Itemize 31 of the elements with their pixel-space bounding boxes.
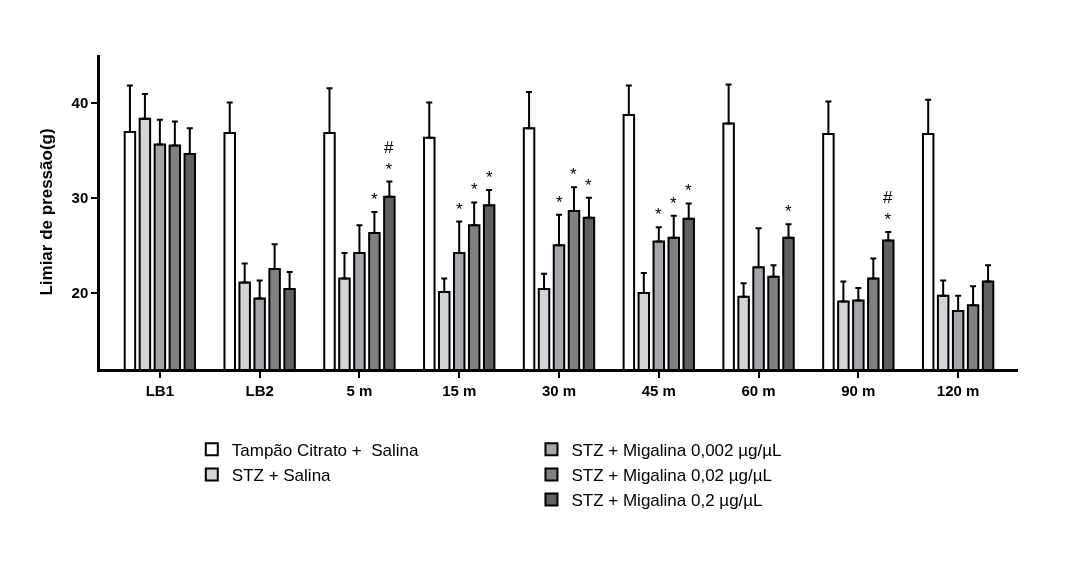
- data-label: *: [570, 165, 577, 184]
- legend-label: STZ + Migalina 0,002 µg/µL: [571, 440, 782, 460]
- y-tick-label: 20: [71, 284, 89, 302]
- data-label: *: [471, 180, 478, 199]
- legend-label: Tampão Citrato + Salina: [231, 440, 419, 460]
- x-tick-label: 5 m: [346, 381, 373, 399]
- y-axis-title: Limiar de pressão(g): [37, 128, 57, 296]
- x-tick-label: 120 m: [936, 381, 980, 399]
- x-tick-label: 30 m: [541, 381, 577, 399]
- legend-label: STZ + Migalina 0,2 µg/µL: [571, 491, 763, 511]
- y-tick-label: 30: [71, 188, 89, 206]
- data-label: *: [785, 202, 792, 221]
- data-label: *: [456, 200, 463, 219]
- x-tick-label: 90 m: [841, 381, 876, 399]
- data-label: # *: [883, 188, 893, 230]
- legend-label: STZ + Salina: [231, 466, 332, 486]
- x-tick-label: LB2: [245, 381, 274, 399]
- data-label: *: [371, 190, 378, 209]
- x-tick-label: 45 m: [641, 381, 676, 399]
- data-label: *: [655, 205, 662, 224]
- legend-label: STZ + Migalina 0,02 µg/µL: [571, 466, 773, 486]
- data-label: *: [585, 176, 592, 195]
- data-label: *: [670, 194, 677, 213]
- data-label: *: [486, 168, 493, 187]
- x-tick-label: LB1: [145, 381, 175, 399]
- x-tick-label: 15 m: [442, 381, 477, 399]
- y-tick-label: 40: [71, 93, 89, 111]
- data-label: # *: [384, 138, 394, 180]
- x-tick-label: 60 m: [741, 381, 776, 399]
- data-label: *: [685, 181, 692, 200]
- data-label: *: [556, 193, 563, 212]
